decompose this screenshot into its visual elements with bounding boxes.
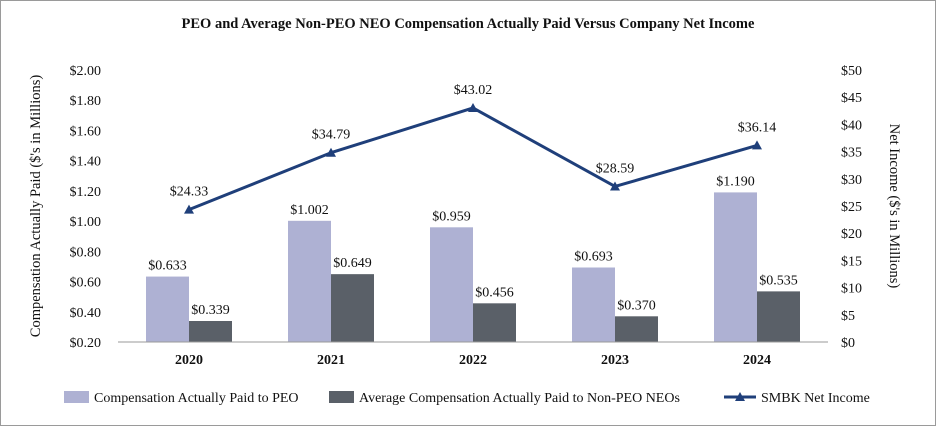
legend: Compensation Actually Paid to PEO Average… (64, 391, 870, 406)
y-tick-label: $0.40 (70, 306, 102, 321)
data-label-net-income: $34.79 (312, 128, 351, 143)
y2-tick-label: $0 (841, 336, 855, 351)
bar-non-peo-2021 (331, 274, 374, 342)
legend-marker-net-income (735, 392, 745, 401)
data-label-peo: $0.693 (574, 250, 613, 265)
bar-non-peo-2022 (473, 303, 516, 342)
data-label-non-peo: $0.370 (617, 298, 656, 313)
y2-tick-label: $5 (841, 309, 855, 324)
net-income-marker-2023 (610, 181, 620, 191)
bar-non-peo-2024 (757, 291, 800, 342)
y2-tick-label: $15 (841, 254, 862, 269)
data-label-net-income: $24.33 (170, 185, 209, 200)
y2-tick-label: $50 (841, 64, 862, 79)
y-tick-label: $2.00 (70, 64, 102, 79)
legend-label-non-peo: Average Compensation Actually Paid to No… (359, 391, 680, 406)
bar-peo-2022 (430, 227, 473, 342)
y-tick-label: $1.60 (70, 124, 102, 139)
bar-non-peo-2023 (615, 316, 658, 342)
net-income-line (188, 106, 758, 212)
y2-axis-title: Net Income ($'s in Millions) (886, 124, 902, 289)
y2-tick-label: $30 (841, 173, 862, 188)
net-income-marker-2021 (326, 147, 336, 157)
net-income-marker-2020 (184, 204, 194, 214)
data-label-non-peo: $0.456 (475, 285, 514, 300)
bar-peo-2023 (572, 267, 615, 342)
legend-swatch-non-peo (329, 391, 354, 403)
y-tick-label: $0.60 (70, 276, 102, 291)
y2-tick-label: $35 (841, 146, 862, 161)
x-tick-label: 2022 (459, 353, 487, 368)
data-label-non-peo: $0.339 (191, 303, 230, 318)
bar-peo-2024 (714, 192, 757, 342)
bar-peo-2020 (146, 276, 189, 342)
y-axis-title: Compensation Actually Paid ($'s in Milli… (28, 75, 44, 338)
data-label-peo: $1.190 (716, 174, 755, 189)
data-label-peo: $1.002 (290, 203, 329, 218)
x-tick-label: 2020 (175, 353, 203, 368)
y-tick-label: $0.80 (70, 245, 102, 260)
y2-tick-label: $20 (841, 227, 862, 242)
data-label-peo: $0.633 (148, 259, 187, 274)
bar-non-peo-2020 (189, 320, 232, 342)
y-tick-label: $1.80 (70, 94, 102, 109)
y2-tick-label: $25 (841, 200, 862, 215)
y2-tick-label: $40 (841, 118, 862, 133)
net-income-marker-2024 (752, 140, 762, 150)
net-income-marker-2022 (468, 102, 478, 112)
data-label-net-income: $28.59 (596, 161, 635, 176)
y-tick-label: $0.20 (70, 336, 102, 351)
x-tick-label: 2023 (601, 353, 629, 368)
y-tick-label: $1.40 (70, 155, 102, 170)
y2-tick-label: $10 (841, 282, 862, 297)
data-label-net-income: $43.02 (454, 83, 493, 98)
data-label-net-income: $36.14 (738, 120, 777, 135)
data-label-non-peo: $0.535 (759, 273, 798, 288)
legend-swatch-peo (64, 391, 89, 403)
y2-tick-label: $45 (841, 91, 862, 106)
legend-label-net-income: SMBK Net Income (761, 391, 870, 406)
data-label-peo: $0.959 (432, 209, 471, 224)
x-tick-label: 2024 (743, 353, 771, 368)
chart-title: PEO and Average Non-PEO NEO Compensation… (182, 16, 755, 32)
data-label-non-peo: $0.649 (333, 256, 372, 271)
y-tick-label: $1.20 (70, 185, 102, 200)
legend-label-peo: Compensation Actually Paid to PEO (94, 391, 299, 406)
x-tick-label: 2021 (317, 353, 345, 368)
y-tick-label: $1.00 (70, 215, 102, 230)
bar-peo-2021 (288, 220, 331, 342)
